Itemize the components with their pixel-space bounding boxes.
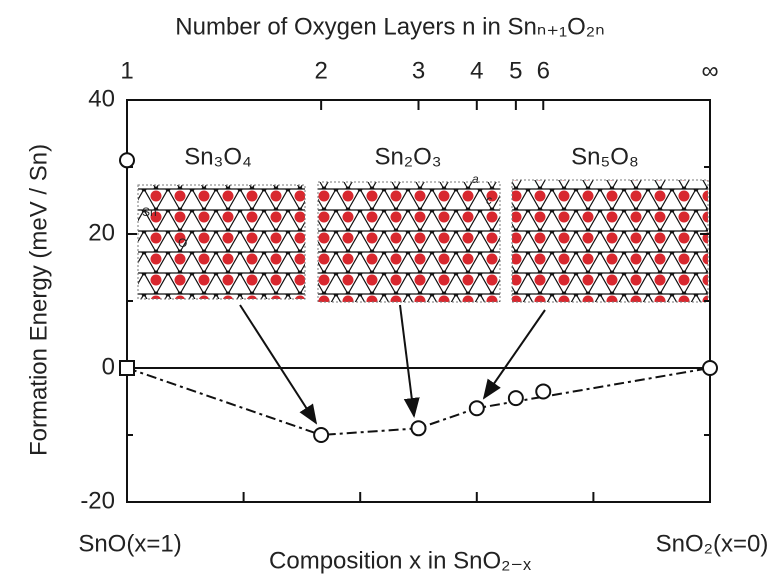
y-tick-label: -20 [80,487,115,514]
inset-structure [138,185,305,299]
point [703,361,717,375]
arrow [240,305,316,423]
inset-title: Sn₃O₄ [184,143,252,170]
y-tick-label: 20 [88,219,115,246]
inset-note: a [472,172,479,186]
top-tick-label: 3 [412,57,425,84]
point [470,401,484,415]
top-tick-label: 1 [120,57,133,84]
point [536,384,550,398]
point [509,391,523,405]
point [412,421,426,435]
y-tick-label: 40 [88,85,115,112]
top-tick-label: 6 [537,57,550,84]
arrow [400,305,414,416]
inset-title: Sn₅O₈ [571,143,639,170]
inset-note: O [178,236,187,250]
point [120,361,134,375]
inset-note: c [486,193,492,207]
point [120,153,134,167]
inset-structure [512,180,708,302]
top-tick-label: 4 [470,57,483,84]
x-right-label: SnO₂(x=0) [656,530,769,557]
top-tick-label: 5 [509,57,522,84]
top-tick-label: 2 [314,57,327,84]
chart: Number of Oxygen Layers n in Snₙ₊₁O₂ₙ Fo… [0,0,780,582]
inset-structure [318,182,500,302]
y-tick-label: 0 [102,353,115,380]
inset-title: Sn₂O₃ [374,143,441,170]
top-tick-label: ∞ [701,57,718,84]
top-title: Number of Oxygen Layers n in Snₙ₊₁O₂ₙ [175,13,604,40]
x-left-label: SnO(x=1) [78,530,181,557]
point [314,428,328,442]
arrow [484,310,545,398]
insets: Sn₃O₄ Sn₂O₃ Sn₅O₈ Sn O a c [138,143,708,423]
y-axis-label: Formation Energy (meV / Sn) [25,144,52,456]
inset-note: Sn [142,205,157,219]
x-axis-label: Composition x in SnO₂₋ₓ [269,547,531,574]
